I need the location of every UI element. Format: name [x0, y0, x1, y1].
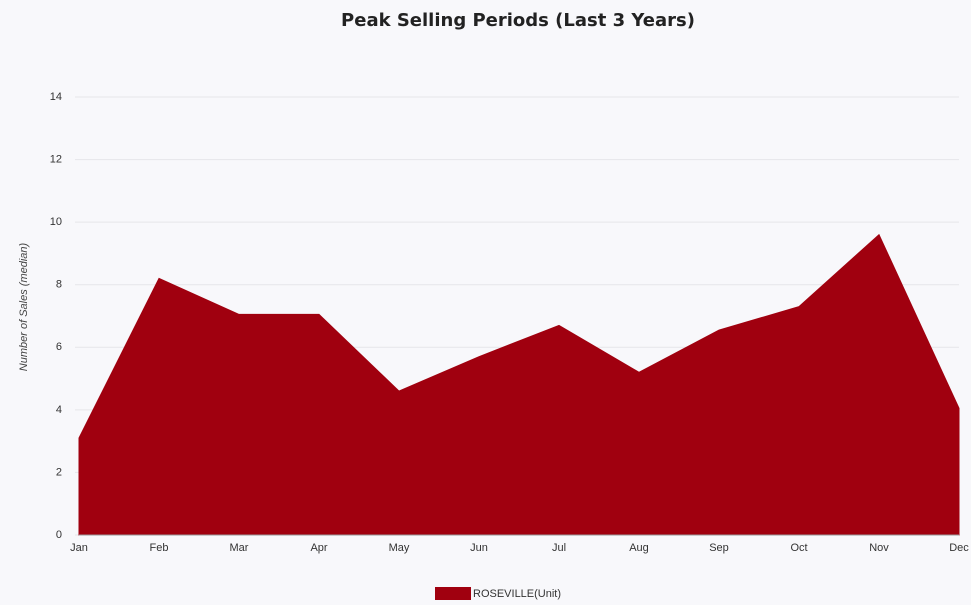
x-tick-label: Mar [230, 542, 249, 554]
legend-swatch [435, 587, 471, 600]
x-tick-label: Jan [70, 542, 88, 554]
x-tick-label: Aug [629, 542, 649, 554]
y-tick-label: 14 [50, 91, 62, 103]
legend-label: ROSEVILLE(Unit) [473, 588, 561, 600]
y-axis-label: Number of Sales (median) [18, 242, 30, 371]
y-tick-label: 4 [56, 404, 62, 416]
x-tick-label: May [389, 542, 410, 554]
x-tick-label: Jun [470, 542, 488, 554]
x-tick-label: Nov [869, 542, 889, 554]
x-tick-label: Jul [552, 542, 566, 554]
area [78, 233, 960, 536]
y-tick-label: 10 [50, 216, 62, 228]
y-tick-label: 2 [56, 466, 62, 478]
x-tick-label: Feb [150, 542, 169, 554]
x-tick-label: Sep [709, 542, 729, 554]
x-tick-label: Oct [790, 542, 807, 554]
y-tick-label: 12 [50, 153, 62, 165]
chart-title: Peak Selling Periods (Last 3 Years) [341, 10, 695, 31]
y-tick-label: 8 [56, 279, 62, 291]
x-tick-label: Dec [949, 542, 969, 554]
y-tick-label: 6 [56, 341, 62, 353]
x-tick-label: Apr [310, 542, 327, 554]
y-tick-label: 0 [56, 529, 62, 541]
